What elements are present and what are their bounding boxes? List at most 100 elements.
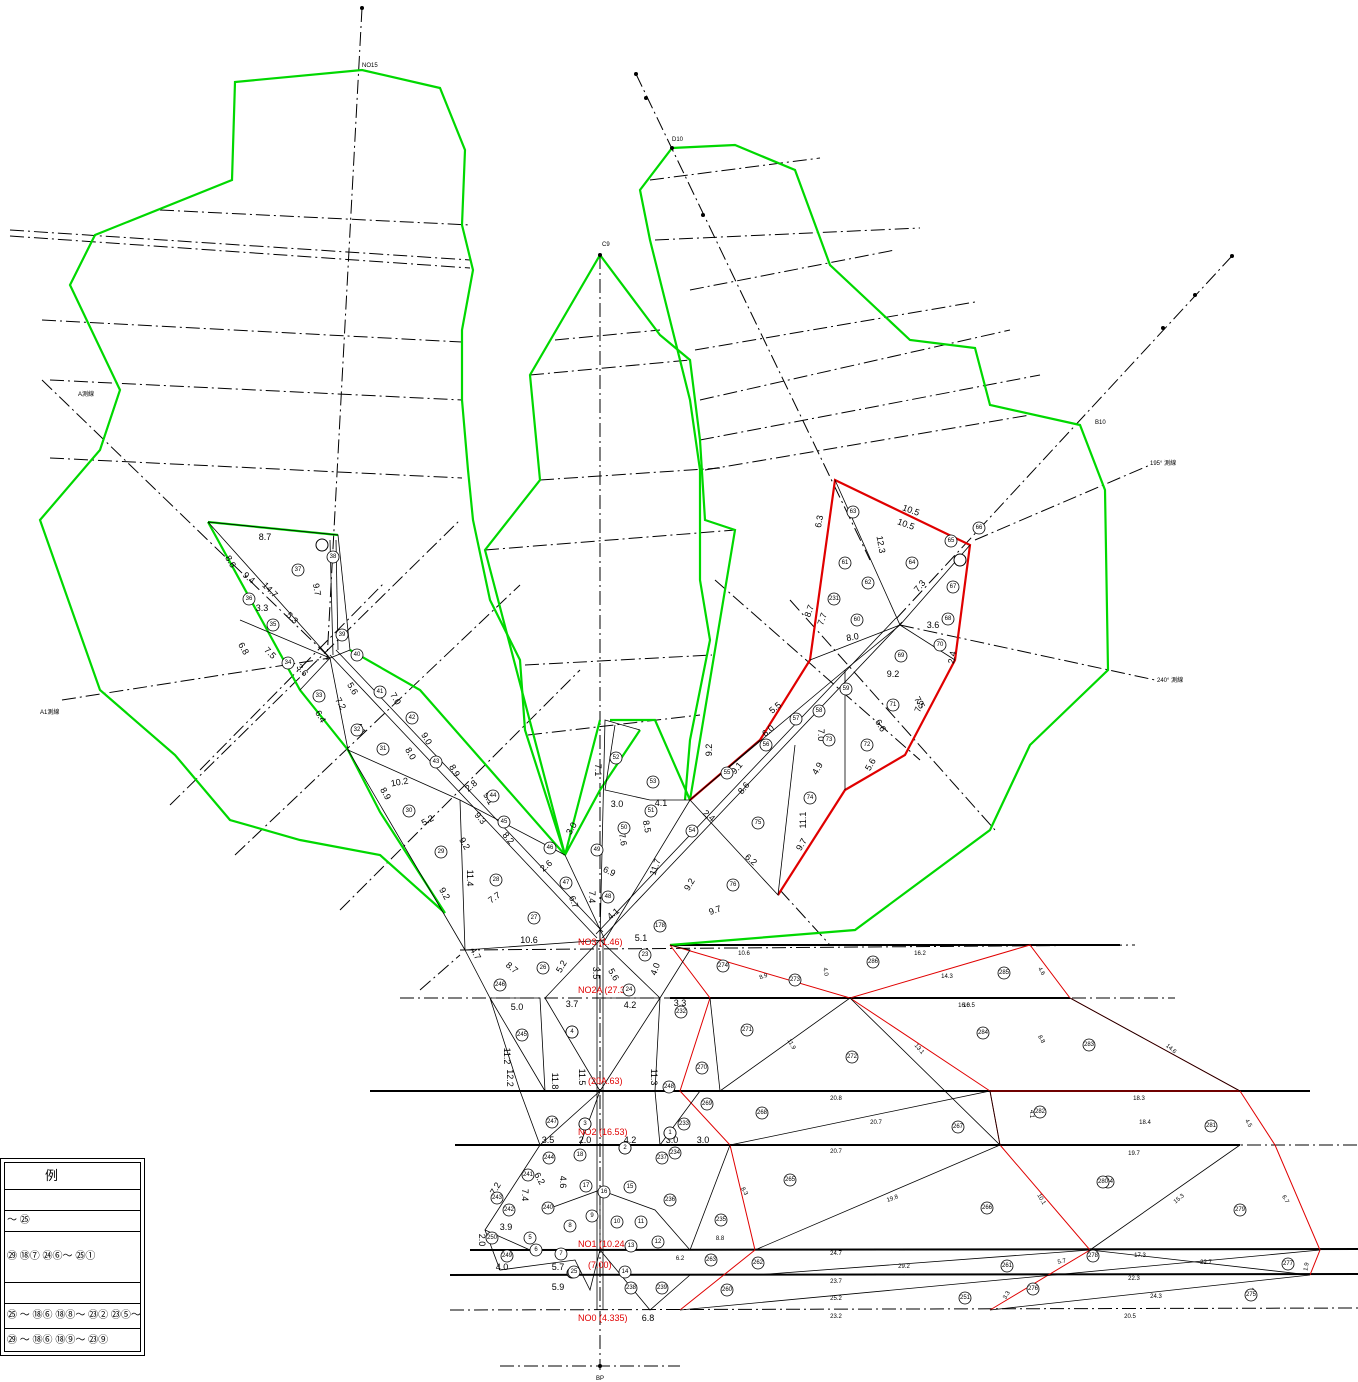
- distance-label: 10.2: [390, 776, 409, 789]
- block-number: 273: [788, 973, 802, 987]
- label-240-line: 240° 測線: [1157, 676, 1183, 684]
- block-number: 276: [1026, 1282, 1040, 1296]
- block-number-circle: [563, 1219, 577, 1233]
- block-number-text: 44: [490, 793, 497, 799]
- block-number-circle: [1096, 1175, 1110, 1189]
- block-number-text: 60: [854, 617, 861, 623]
- small-distance-label: 4.6: [1036, 966, 1046, 977]
- block-number: 267: [951, 1120, 965, 1134]
- block-number: 39: [335, 628, 349, 642]
- block-number: 54: [685, 824, 699, 838]
- label-d10: D10: [672, 137, 684, 143]
- block-number: 269: [700, 1097, 714, 1111]
- block-number-circle: [312, 689, 326, 703]
- distance-label: 4.2: [624, 1000, 637, 1010]
- distance-label: 8.5: [641, 819, 653, 833]
- block-number-circle: [905, 556, 919, 570]
- block-number-circle: [490, 1191, 504, 1205]
- block-number: 29: [434, 845, 448, 859]
- distance-label: 7.1: [593, 764, 603, 777]
- distance-label: 3.0: [697, 1135, 710, 1145]
- small-distance-label: 22.3: [1128, 1276, 1140, 1282]
- block-number-text: 246: [495, 982, 506, 988]
- block-number: 250: [485, 1231, 499, 1245]
- block-number-text: 270: [697, 1065, 708, 1071]
- block-number-circle: [861, 576, 875, 590]
- distance-label: 7.3: [912, 578, 928, 594]
- block-number-text: 64: [909, 560, 916, 566]
- distance-label: 7.7: [486, 890, 502, 905]
- block-number-circle: [624, 1281, 638, 1295]
- distance-label: 8.7: [504, 960, 520, 976]
- block-number: 53: [646, 775, 660, 789]
- block-number-text: 43: [433, 759, 440, 765]
- small-distance-label: 8.9: [759, 973, 770, 982]
- block-number-circle: [1086, 1249, 1100, 1263]
- block-number: 24: [622, 983, 636, 997]
- block-number-text: 280: [1098, 1179, 1109, 1185]
- block-number: 266: [980, 1201, 994, 1215]
- small-distance-label: 4.5: [1243, 1118, 1253, 1129]
- distance-label: 3.5: [591, 967, 601, 980]
- block-number-text: 18: [577, 1152, 584, 1158]
- block-number: 5: [523, 1231, 537, 1245]
- block-number-circle: [839, 682, 853, 696]
- block-number-text: 69: [898, 653, 905, 659]
- block-number: 40: [350, 648, 364, 662]
- small-distance-label: 23.2: [830, 1314, 842, 1320]
- block-number: 231: [827, 592, 841, 606]
- distance-label: 9.2: [457, 836, 472, 852]
- block-number-text: 46: [547, 845, 554, 851]
- distance-label: 6.3: [813, 514, 825, 528]
- distance-label: 8.0: [403, 746, 418, 762]
- block-number-circle: [554, 1247, 568, 1261]
- block-numbers: 1920212223242526272829303132333435363738…: [242, 505, 1295, 1305]
- block-number-circle: [663, 1126, 677, 1140]
- distance-label: 3.3: [674, 998, 687, 1008]
- block-number: 234: [668, 1146, 682, 1160]
- block-number-text: 269: [702, 1101, 713, 1107]
- block-number: 71: [886, 698, 900, 712]
- block-number: 274: [716, 959, 730, 973]
- block-number: 67: [946, 580, 960, 594]
- block-number-circle: [845, 1050, 859, 1064]
- distance-label: 2.0: [579, 1135, 592, 1145]
- block-number-circle: [638, 948, 652, 962]
- block-number-text: 50: [621, 825, 628, 831]
- block-number-circle: [545, 1115, 559, 1129]
- block-number-text: 34: [285, 660, 292, 666]
- small-distance-label: 8.8: [716, 1236, 725, 1242]
- block-number: 7: [554, 1247, 568, 1261]
- distance-label: 3.0: [666, 1135, 679, 1145]
- block-number: 245: [515, 1028, 529, 1042]
- distance-label: 3.9: [500, 1222, 513, 1232]
- block-number: 248: [662, 1080, 676, 1094]
- block-number-text: 29: [438, 849, 445, 855]
- block-number-circle: [783, 1173, 797, 1187]
- block-number-text: 266: [982, 1205, 993, 1211]
- station-no1: NO1 (10.24: [578, 1239, 625, 1249]
- block-number: 46: [543, 841, 557, 855]
- distance-label: 6.2: [532, 1171, 547, 1187]
- block-number-circle: [326, 550, 340, 564]
- legend-frame: 例 ～ ㉕ ㉙ ⑱⑦ ㉔⑥～ ㉕① ㉕ ～ ⑱⑥ ⑱⑧～ ㉓② ㉓⑤～ ㉓⑨ ㉙…: [4, 1162, 141, 1352]
- block-number: 3: [578, 1117, 592, 1131]
- block-number-text: 48: [605, 894, 612, 900]
- block-number-circle: [827, 592, 841, 606]
- block-number-text: 65: [948, 538, 955, 544]
- block-number: 27: [527, 911, 541, 925]
- block-number-circle: [886, 698, 900, 712]
- block-number-circle: [700, 1097, 714, 1111]
- block-number-circle: [655, 1281, 669, 1295]
- block-number-circle: [373, 685, 387, 699]
- block-number: 60: [850, 613, 864, 627]
- small-distance-label: 22.7: [1200, 1260, 1212, 1266]
- block-number-text: 33: [316, 693, 323, 699]
- block-number-text: 239: [657, 1285, 668, 1291]
- block-number-circle: [242, 592, 256, 606]
- block-number-text: 36: [246, 596, 253, 602]
- distance-label: 5.9: [552, 1282, 565, 1292]
- block-number-circle: [958, 1291, 972, 1305]
- block-number: 261: [1000, 1259, 1014, 1273]
